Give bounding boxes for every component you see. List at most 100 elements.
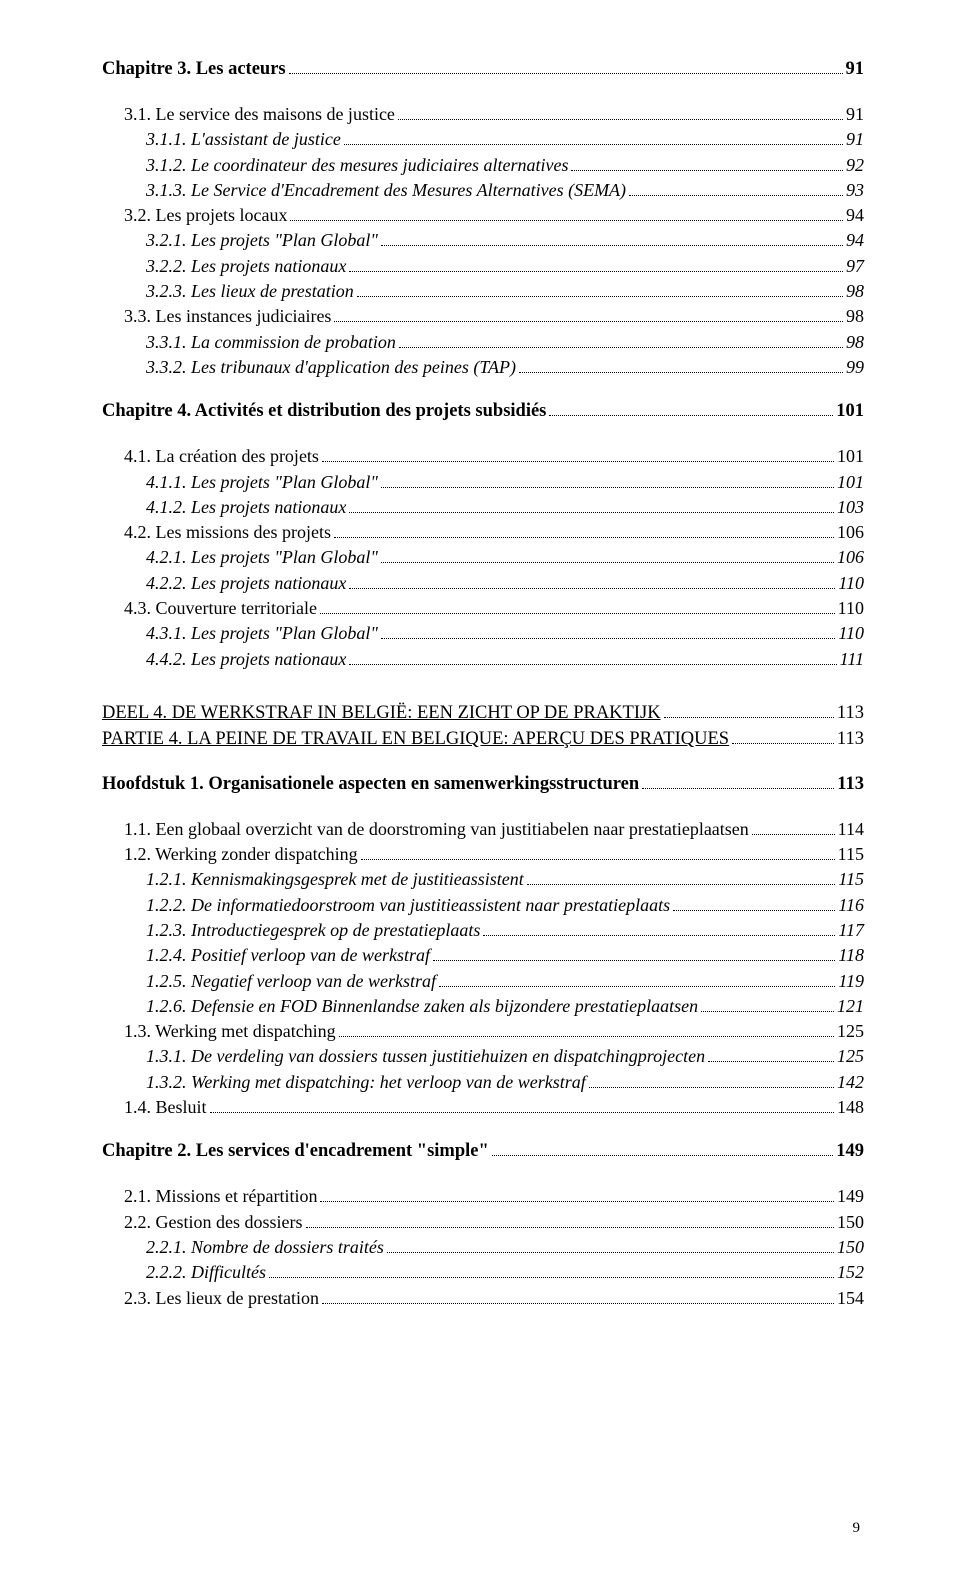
toc-entry-page: 101 [837, 444, 864, 468]
toc-gap [102, 1165, 864, 1183]
toc-leader [387, 1237, 834, 1253]
toc-gap [102, 83, 864, 101]
toc-entry: 1.4. Besluit 148 [102, 1095, 864, 1119]
toc-entry: PARTIE 4. LA PEINE DE TRAVAIL EN BELGIQU… [102, 727, 864, 752]
toc-leader [269, 1262, 834, 1278]
toc-entry-page: 115 [838, 842, 864, 866]
toc-entry-page: 125 [837, 1044, 864, 1068]
toc-entry: 4.1.2. Les projets nationaux 103 [102, 495, 864, 519]
toc-leader [549, 400, 833, 417]
toc-entry-label: 3.2.1. Les projets "Plan Global" [146, 228, 378, 252]
toc-entry: 1.1. Een globaal overzicht van de doorst… [102, 817, 864, 841]
toc-entry-label: 1.2.1. Kennismakingsgesprek met de justi… [146, 867, 524, 891]
toc-entry: Chapitre 3. Les acteurs91 [102, 57, 864, 82]
toc-entry-label: 1.1. Een globaal overzicht van de doorst… [124, 817, 749, 841]
toc-entry-page: 91 [846, 102, 864, 126]
toc-leader [320, 1186, 834, 1202]
toc-leader [433, 945, 835, 961]
toc-entry-page: 103 [837, 495, 864, 519]
toc-gap [102, 672, 864, 700]
toc-entry-page: 106 [837, 520, 864, 544]
toc-entry-page: 154 [837, 1286, 864, 1310]
toc-leader [589, 1071, 834, 1087]
toc-leader [381, 623, 835, 639]
toc-entry: 3.2.3. Les lieux de prestation 98 [102, 279, 864, 303]
toc-entry-page: 97 [846, 254, 864, 278]
toc-entry-label: 3.2. Les projets locaux [124, 203, 287, 227]
toc-entry-page: 115 [838, 867, 864, 891]
toc-entry-page: 94 [846, 228, 864, 252]
toc-entry-label: 4.1.1. Les projets "Plan Global" [146, 470, 378, 494]
toc-entry: 3.2.1. Les projets "Plan Global" 94 [102, 228, 864, 252]
toc-entry: 4.1. La création des projets101 [102, 444, 864, 468]
toc-entry: 3.1.3. Le Service d'Encadrement des Mesu… [102, 178, 864, 202]
toc-entry: 1.2.2. De informatiedoorstroom van justi… [102, 893, 864, 917]
toc-entry-label: 1.2. Werking zonder dispatching [124, 842, 358, 866]
toc-leader [708, 1046, 834, 1062]
toc-entry-label: 1.2.6. Defensie en FOD Binnenlandse zake… [146, 994, 698, 1018]
toc-leader [673, 894, 835, 910]
toc-entry-page: 116 [838, 893, 864, 917]
toc-entry: 3.1. Le service des maisons de justice91 [102, 102, 864, 126]
toc-entry-page: 142 [837, 1070, 864, 1094]
toc-gap [102, 380, 864, 398]
toc-entry-label: 3.1.3. Le Service d'Encadrement des Mesu… [146, 178, 626, 202]
toc-leader [483, 920, 835, 936]
toc-entry-label: 1.2.4. Positief verloop van de werkstraf [146, 943, 430, 967]
toc-leader [349, 497, 834, 513]
toc-gap [102, 425, 864, 443]
toc-entry-label: 2.2.1. Nombre de dossiers traités [146, 1235, 384, 1259]
toc-entry: 4.3.1. Les projets "Plan Global"110 [102, 621, 864, 645]
toc-entry-label: 4.1.2. Les projets nationaux [146, 495, 346, 519]
toc-entry: 1.3.2. Werking met dispatching: het verl… [102, 1070, 864, 1094]
toc-entry: 3.3.1. La commission de probation 98 [102, 330, 864, 354]
toc-entry: Chapitre 4. Activités et distribution de… [102, 399, 864, 424]
toc-entry: 1.2.6. Defensie en FOD Binnenlandse zake… [102, 994, 864, 1018]
toc-gap [102, 1120, 864, 1138]
toc-entry-label: 3.1.2. Le coordinateur des mesures judic… [146, 153, 568, 177]
toc-leader [398, 104, 843, 120]
toc-entry: 2.3. Les lieux de prestation 154 [102, 1286, 864, 1310]
toc-entry-page: 98 [846, 304, 864, 328]
toc-entry: 2.2.2. Difficultés152 [102, 1260, 864, 1284]
toc-entry: 3.1.2. Le coordinateur des mesures judic… [102, 153, 864, 177]
toc-entry: 4.3. Couverture territoriale110 [102, 596, 864, 620]
toc-leader [210, 1097, 834, 1113]
toc-entry-page: 149 [836, 1139, 864, 1164]
toc-leader [527, 869, 836, 885]
toc-entry-label: 1.2.5. Negatief verloop van de werkstraf [146, 969, 436, 993]
toc-entry: 1.2.5. Negatief verloop van de werkstraf… [102, 969, 864, 993]
toc-entry-page: 93 [846, 178, 864, 202]
toc-entry-label: 3.2.3. Les lieux de prestation [146, 279, 354, 303]
toc-entry: 1.3. Werking met dispatching125 [102, 1019, 864, 1043]
toc-entry-label: 1.3. Werking met dispatching [124, 1019, 336, 1043]
toc-leader [322, 446, 834, 462]
toc-entry: 1.2.1. Kennismakingsgesprek met de justi… [102, 867, 864, 891]
toc-entry-label: Chapitre 2. Les services d'encadrement "… [102, 1139, 489, 1164]
toc-leader [381, 547, 834, 563]
toc-entry-page: 148 [837, 1095, 864, 1119]
toc-entry-page: 152 [837, 1260, 864, 1284]
toc-entry-label: 3.1.1. L'assistant de justice [146, 127, 341, 151]
toc-leader [399, 331, 843, 347]
toc-entry-page: 101 [836, 399, 864, 424]
toc-entry-label: 3.3.1. La commission de probation [146, 330, 396, 354]
toc-entry-label: 4.2. Les missions des projets [124, 520, 331, 544]
toc-leader [334, 522, 834, 538]
toc-entry-label: 4.2.1. Les projets "Plan Global" [146, 545, 378, 569]
toc-entry-page: 98 [846, 330, 864, 354]
toc-entry-page: 98 [846, 279, 864, 303]
toc-entry-label: 4.4.2. Les projets nationaux [146, 647, 346, 671]
toc-leader [349, 648, 836, 664]
toc-leader [752, 818, 835, 834]
toc-entry: Chapitre 2. Les services d'encadrement "… [102, 1139, 864, 1164]
toc-entry-page: 99 [846, 355, 864, 379]
toc-entry-page: 110 [838, 571, 864, 595]
toc-entry: 1.2.3. Introductiegesprek op de prestati… [102, 918, 864, 942]
toc-entry-page: 114 [838, 817, 864, 841]
toc-entry-label: 1.4. Besluit [124, 1095, 207, 1119]
toc-entry-label: Chapitre 3. Les acteurs [102, 57, 286, 82]
toc-entry-page: 150 [837, 1210, 864, 1234]
toc-entry-label: 4.2.2. Les projets nationaux [146, 571, 346, 595]
toc-entry-label: 2.3. Les lieux de prestation [124, 1286, 319, 1310]
